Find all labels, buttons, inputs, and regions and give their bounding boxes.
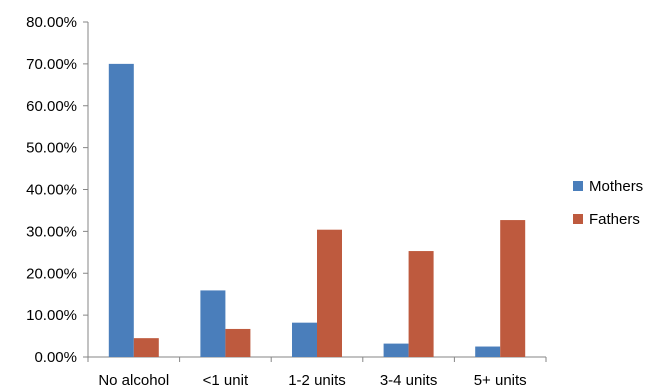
y-tick-label: 60.00% bbox=[26, 98, 77, 115]
x-tick-label: 1-2 units bbox=[288, 372, 346, 389]
bar-fathers-2 bbox=[317, 229, 342, 357]
bar-fathers-4 bbox=[500, 220, 526, 357]
y-tick-label: 30.00% bbox=[26, 223, 77, 240]
bar-mothers-0 bbox=[108, 63, 134, 357]
bar-mothers-1 bbox=[200, 290, 226, 357]
y-tick-label: 40.00% bbox=[26, 182, 77, 199]
legend-label-mothers: Mothers bbox=[589, 178, 643, 195]
bar-mothers-4 bbox=[475, 346, 501, 357]
bars bbox=[108, 63, 526, 357]
bar-fathers-3 bbox=[408, 251, 434, 357]
legend-swatch-mothers bbox=[573, 181, 583, 191]
y-axis: 0.00% 10.00% 20.00% 30.00% 40.00% 50.00% 60.00… bbox=[26, 14, 89, 366]
bar-fathers-1 bbox=[225, 328, 251, 357]
legend-swatch-fathers bbox=[573, 214, 583, 224]
y-tick-label: 70.00% bbox=[26, 56, 77, 73]
x-tick-label: <1 unit bbox=[203, 372, 249, 389]
legend: Mothers Fathers bbox=[573, 178, 643, 228]
legend-label-fathers: Fathers bbox=[589, 211, 640, 228]
y-tick-label: 20.00% bbox=[26, 265, 77, 282]
bar-fathers-0 bbox=[133, 338, 159, 357]
y-tick-label: 10.00% bbox=[26, 307, 77, 324]
x-tick-label: 5+ units bbox=[474, 372, 527, 389]
x-tick-label: No alcohol bbox=[98, 372, 169, 389]
x-tick-label: 3-4 units bbox=[380, 372, 438, 389]
y-tick-label: 50.00% bbox=[26, 140, 77, 157]
bar-mothers-3 bbox=[383, 343, 409, 357]
bar-mothers-2 bbox=[292, 322, 317, 357]
y-tick-label: 80.00% bbox=[26, 14, 77, 31]
x-axis: No alcohol <1 unit 1-2 units 3-4 units 5+ un… bbox=[87, 356, 547, 389]
y-tick-label: 0.00% bbox=[34, 349, 77, 366]
